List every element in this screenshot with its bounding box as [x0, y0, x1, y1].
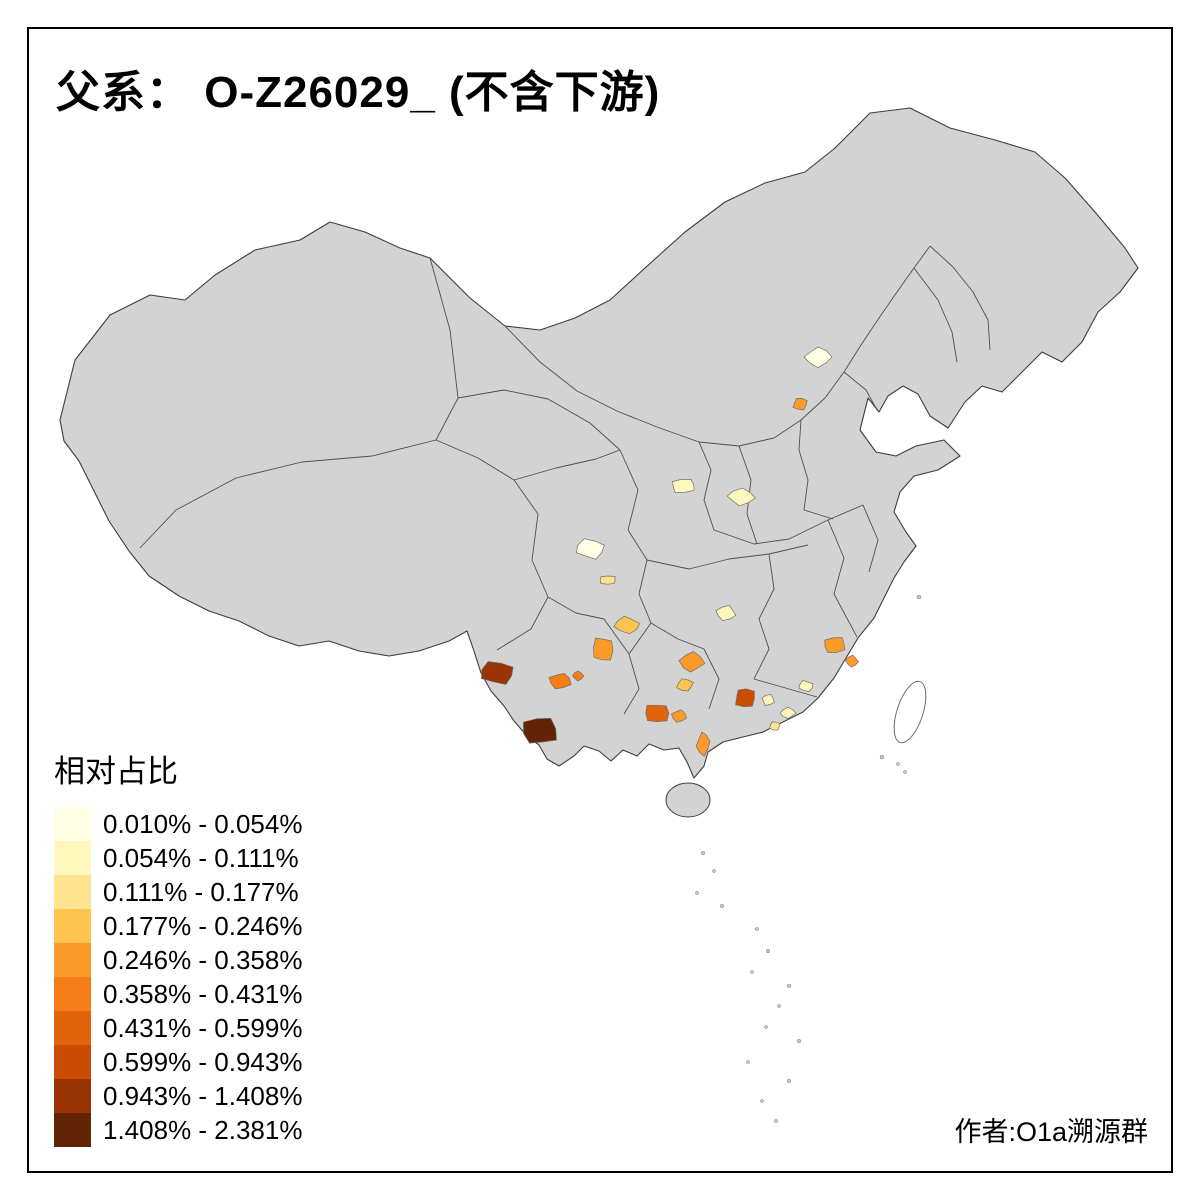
legend-item: 1.408% - 2.381% [54, 1113, 302, 1147]
prefecture-region [695, 731, 711, 757]
prefecture-region [678, 651, 706, 673]
legend-item: 0.054% - 0.111% [54, 841, 302, 875]
legend-item: 0.358% - 0.431% [54, 977, 302, 1011]
legend-range-label: 1.408% - 2.381% [103, 1114, 303, 1145]
prefecture-region [593, 637, 614, 661]
legend-item: 0.010% - 0.054% [54, 807, 302, 841]
legend-item: 0.431% - 0.599% [54, 1011, 302, 1045]
prefecture-region [726, 487, 756, 507]
legend-items: 0.010% - 0.054% 0.054% - 0.111% 0.111% - 0… [54, 807, 302, 1147]
prefecture-region [572, 670, 585, 682]
legend-swatch [54, 1079, 91, 1113]
legend-range-label: 0.358% - 0.431% [103, 978, 303, 1009]
legend-swatch [54, 807, 91, 841]
legend-swatch [54, 909, 91, 943]
legend-range-label: 0.054% - 0.111% [103, 842, 299, 873]
legend-swatch [54, 875, 91, 909]
prefecture-region [735, 688, 755, 708]
prefecture-region [798, 679, 814, 692]
province-borders [139, 245, 991, 715]
prefecture-region [761, 694, 775, 706]
author-credit: 作者:O1a溯源群 [954, 1117, 1148, 1147]
legend-range-label: 0.010% - 0.054% [103, 808, 303, 839]
prefecture-region [803, 346, 833, 369]
small-islands [695, 594, 922, 1123]
prefecture-region [575, 538, 605, 560]
prefecture-region [613, 615, 641, 635]
legend-swatch [54, 841, 91, 875]
legend-swatch [54, 977, 91, 1011]
prefecture-region [481, 661, 514, 685]
china-mainland [59, 107, 1139, 779]
legend-item: 0.943% - 1.408% [54, 1079, 302, 1113]
map-title: 父系： O-Z26029_ (不含下游) [56, 68, 661, 117]
legend-item: 0.177% - 0.246% [54, 909, 302, 943]
prefecture-regions [481, 346, 859, 757]
legend-swatch [54, 1011, 91, 1045]
prefecture-region [792, 397, 808, 411]
legend: 相对占比 0.010% - 0.054% 0.054% - 0.111% 0.111… [54, 746, 302, 1147]
legend-item: 0.599% - 0.943% [54, 1045, 302, 1079]
prefecture-region [779, 706, 797, 719]
prefecture-region [769, 721, 781, 731]
prefecture-region [715, 605, 737, 621]
legend-swatch [54, 1045, 91, 1079]
prefecture-region [645, 704, 670, 722]
prefecture-region [676, 678, 694, 692]
legend-range-label: 0.246% - 0.358% [103, 944, 303, 975]
legend-swatch [54, 943, 91, 977]
taiwan-island [893, 680, 927, 744]
prefecture-region [844, 654, 859, 668]
legend-item: 0.246% - 0.358% [54, 943, 302, 977]
prefecture-region [548, 673, 572, 690]
prefecture-region [671, 479, 695, 493]
legend-swatch [54, 1113, 91, 1147]
prefecture-region [824, 637, 846, 653]
legend-range-label: 0.431% - 0.599% [103, 1012, 303, 1043]
hainan-island [665, 782, 711, 818]
legend-range-label: 0.111% - 0.177% [103, 876, 299, 907]
prefecture-region [670, 709, 688, 723]
legend-item: 0.111% - 0.177% [54, 875, 302, 909]
legend-title: 相对占比 [54, 754, 178, 789]
legend-range-label: 0.943% - 1.408% [103, 1080, 303, 1111]
prefecture-region [599, 575, 616, 585]
legend-range-label: 0.599% - 0.943% [103, 1046, 303, 1077]
legend-range-label: 0.177% - 0.246% [103, 910, 303, 941]
prefecture-region [523, 717, 557, 744]
